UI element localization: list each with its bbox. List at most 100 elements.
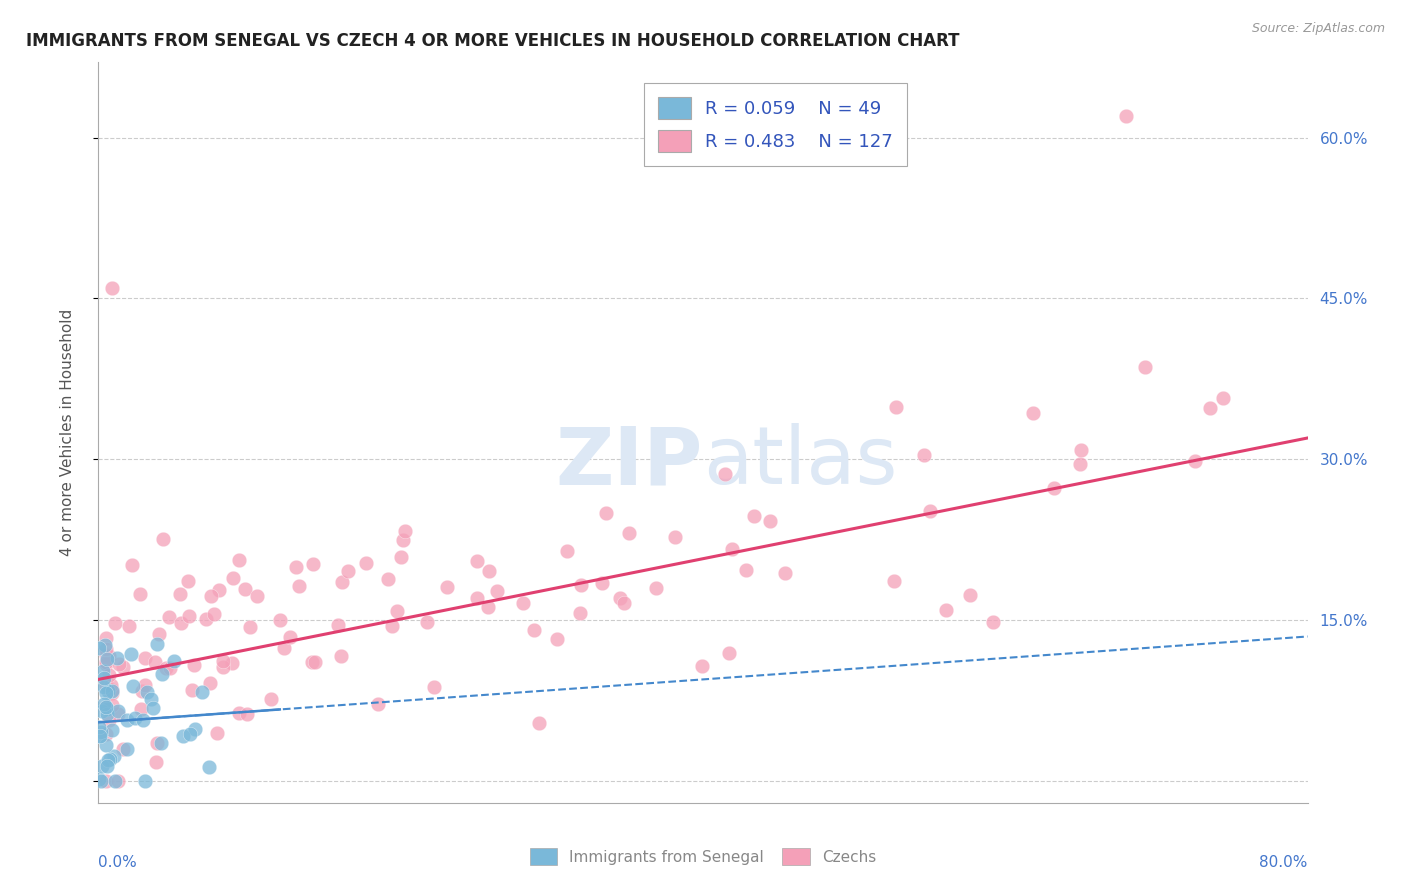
Point — [143, 655, 166, 669]
Point — [163, 655, 186, 669]
Point — [284, 560, 307, 574]
Point — [1212, 392, 1234, 406]
Point — [228, 553, 250, 567]
Point — [391, 533, 413, 547]
Point — [555, 544, 578, 558]
Point — [198, 760, 221, 774]
Point — [96, 702, 118, 716]
Point — [104, 774, 127, 789]
Point — [101, 698, 124, 713]
Point — [221, 571, 243, 585]
Point — [142, 701, 165, 715]
Point — [191, 685, 214, 699]
Point — [89, 729, 111, 743]
Point — [354, 557, 377, 571]
Point — [134, 650, 156, 665]
Point — [236, 706, 259, 721]
Point — [117, 713, 139, 727]
Point — [416, 615, 439, 630]
Point — [101, 281, 124, 295]
Point — [150, 736, 173, 750]
Point — [96, 700, 118, 714]
Point — [436, 580, 458, 594]
Point — [486, 584, 509, 599]
Point — [121, 558, 143, 572]
Point — [1199, 401, 1222, 416]
Point — [179, 727, 201, 741]
Point — [212, 654, 235, 668]
Point — [105, 650, 128, 665]
Point — [104, 615, 127, 630]
Point — [98, 668, 121, 682]
Point — [546, 632, 568, 646]
Point — [120, 647, 142, 661]
Point — [134, 774, 156, 789]
Point — [94, 631, 117, 645]
Point — [595, 506, 617, 520]
Point — [94, 739, 117, 753]
Point — [89, 729, 111, 743]
Point — [246, 589, 269, 603]
Point — [235, 582, 257, 597]
Point — [94, 638, 117, 652]
Point — [94, 727, 117, 741]
Point — [184, 722, 207, 736]
Point — [912, 448, 935, 462]
Point — [422, 680, 444, 694]
Point — [735, 563, 758, 577]
Point — [108, 657, 131, 672]
Point — [94, 774, 117, 789]
Point — [645, 581, 668, 595]
Point — [208, 583, 231, 598]
Legend: Immigrants from Senegal, Czechs: Immigrants from Senegal, Czechs — [523, 842, 883, 871]
Point — [609, 591, 631, 605]
Point — [269, 613, 291, 627]
Point — [512, 596, 534, 610]
Legend: R = 0.059    N = 49, R = 0.483    N = 127: R = 0.059 N = 49, R = 0.483 N = 127 — [644, 83, 907, 166]
Point — [720, 541, 742, 556]
Point — [90, 774, 112, 789]
Point — [394, 524, 416, 538]
Point — [287, 579, 309, 593]
Point — [94, 678, 117, 692]
Point — [89, 640, 111, 655]
Point — [613, 596, 636, 610]
Point — [742, 508, 765, 523]
Point — [97, 648, 120, 663]
Point — [221, 656, 243, 670]
Point — [260, 691, 283, 706]
Point — [718, 646, 741, 660]
Point — [159, 661, 181, 675]
Point — [89, 772, 111, 787]
Point — [93, 680, 115, 694]
Point — [94, 648, 117, 662]
Point — [1115, 109, 1137, 123]
Point — [169, 587, 191, 601]
Point — [132, 714, 155, 728]
Point — [107, 774, 129, 789]
Point — [330, 575, 353, 590]
Point — [181, 683, 204, 698]
Point — [1022, 405, 1045, 419]
Point — [101, 683, 124, 698]
Point — [97, 684, 120, 698]
Text: atlas: atlas — [703, 423, 897, 501]
Y-axis label: 4 or more Vehicles in Household: 4 or more Vehicles in Household — [60, 309, 75, 557]
Point — [96, 759, 118, 773]
Point — [981, 615, 1004, 629]
Point — [150, 666, 173, 681]
Point — [195, 612, 218, 626]
Point — [228, 706, 250, 720]
Point — [146, 736, 169, 750]
Point — [759, 514, 782, 528]
Point — [381, 618, 404, 632]
Point — [959, 587, 981, 601]
Point — [124, 711, 146, 725]
Point — [389, 549, 412, 564]
Point — [1184, 454, 1206, 468]
Point — [100, 678, 122, 692]
Point — [94, 700, 117, 714]
Point — [94, 655, 117, 669]
Point — [128, 587, 150, 601]
Point — [690, 659, 713, 673]
